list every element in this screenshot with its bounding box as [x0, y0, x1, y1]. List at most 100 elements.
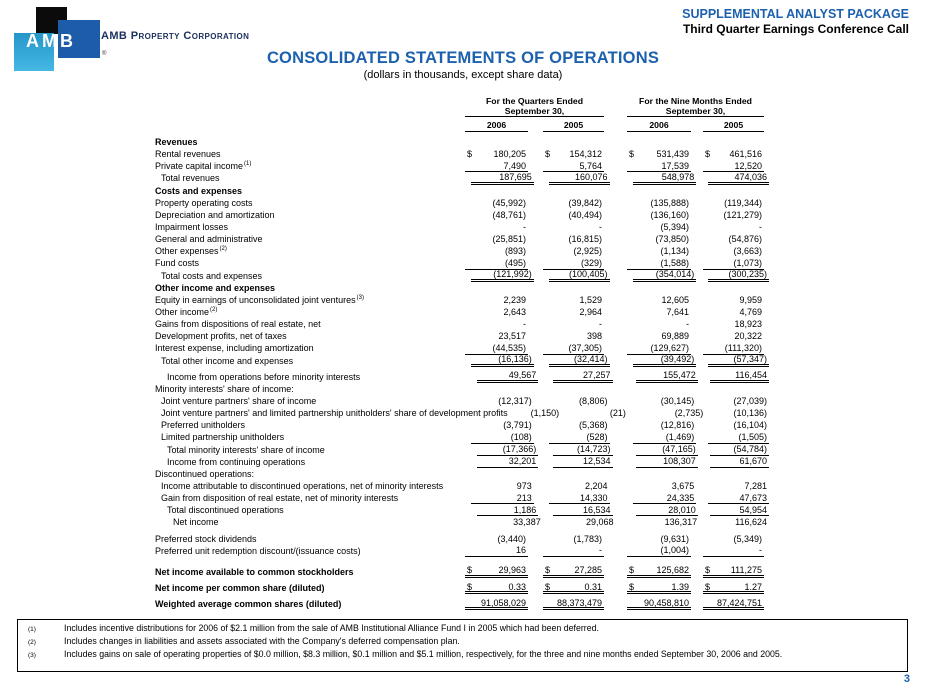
cell-number: (54,876)	[728, 234, 762, 245]
year-column-header: 2006	[465, 120, 528, 132]
dollar-sign: $	[545, 565, 551, 576]
cell-value: (5,349)	[703, 533, 764, 545]
table-row: Preferred unit redemption discount/(issu…	[155, 545, 769, 557]
cell-value: 2,643	[465, 306, 528, 318]
table-row: Net income per common share (diluted) $0.…	[155, 581, 769, 595]
cell-number: (16,136)	[498, 354, 532, 365]
cell-value: (1,073)	[703, 257, 764, 270]
cell-value: (1,588)	[627, 257, 691, 270]
cell-value: (119,344)	[703, 197, 764, 209]
cell-value: 136,317	[639, 516, 700, 528]
dollar-sign: $	[705, 565, 711, 576]
cell-number: (2,735)	[674, 408, 704, 419]
cell-value: $111,275	[703, 565, 764, 578]
table-row: Joint venture partners' share of income (…	[155, 395, 769, 407]
cell-value: $29,963	[465, 565, 528, 578]
page-subtitle: (dollars in thousands, except share data…	[363, 69, 563, 81]
cell-number: 155,472	[663, 370, 696, 381]
row-label: Income from operations before minority i…	[167, 371, 361, 382]
cell-number: (37,305)	[568, 342, 602, 353]
footnote-mark: (2)	[28, 638, 36, 646]
row-label: Development profits, net of taxes	[155, 331, 287, 342]
table-row: Revenues	[155, 136, 769, 148]
table-row: Private capital income(1) 7,490 5,764 17,53…	[155, 160, 769, 173]
cell-number: 0.31	[584, 581, 602, 592]
cell-number: (121,279)	[723, 209, 762, 220]
cell-number: 33,387	[513, 517, 541, 528]
row-label: Discontinued operations:	[155, 468, 255, 479]
cell-number: 88,373,479	[556, 597, 602, 608]
cell-number: 7,281	[744, 481, 767, 491]
cell-number: (17,366)	[502, 444, 537, 455]
cell-number: (54,784)	[733, 444, 767, 455]
dollar-sign: $	[467, 581, 473, 592]
page-number: 3	[903, 673, 910, 685]
table-row: Total costs and expenses (121,992) (100,40…	[155, 269, 769, 282]
cell-number: (111,320)	[724, 342, 762, 353]
cell-value: -	[465, 318, 528, 330]
cell-number: (45,992)	[492, 197, 526, 208]
cell-number: (121,992)	[493, 269, 532, 280]
cell-number: 87,424,751	[716, 597, 762, 608]
cell-value	[627, 282, 691, 294]
row-label: Depreciation and amortization	[155, 209, 275, 220]
cell-number: (3,663)	[733, 246, 762, 257]
cell-number: 29,068	[585, 517, 614, 528]
cell-value: (136,160)	[627, 209, 691, 221]
cell-number: 160,076	[574, 172, 608, 182]
cell-value: (2,925)	[543, 245, 604, 257]
cell-number: (119,344)	[724, 197, 762, 208]
cell-value: (10,136)	[717, 407, 769, 419]
table-row: Income from operations before minority i…	[155, 370, 769, 383]
cell-number: 91,058,029	[480, 597, 526, 608]
cell-value: 87,424,751	[703, 597, 764, 611]
cell-value	[703, 185, 764, 197]
dollar-sign: $	[545, 581, 551, 592]
row-label: Income from continuing operations	[167, 456, 306, 467]
cell-number: (57,347)	[733, 354, 767, 365]
cell-number: 7,641	[666, 307, 689, 318]
cell-value: 16	[465, 545, 528, 557]
registered-trademark-icon: ®	[102, 51, 107, 57]
cell-value	[703, 468, 764, 480]
table-row: Preferred stock dividends (3,440) (1,783) (…	[155, 533, 769, 545]
row-label: Equity in earnings of unconsolidated joi…	[155, 294, 364, 305]
row-label: Gain from disposition of real estate, ne…	[161, 493, 399, 504]
table-body: Revenues Rental revenues $180,205 $154,312 $…	[155, 136, 769, 611]
cell-value: 7,490	[465, 160, 528, 173]
cell-number: 17,539	[661, 160, 689, 171]
cell-value: 29,068	[558, 516, 616, 528]
nine-months-group-subtitle: September 30,	[627, 106, 764, 117]
cell-value: 33,387	[483, 516, 543, 528]
cell-value: 23,517	[465, 330, 528, 342]
cell-number: 0.33	[508, 581, 526, 592]
cell-number: 213	[516, 492, 532, 503]
cell-value: (39,492)	[632, 354, 697, 367]
cell-number: 973	[516, 481, 532, 491]
cell-value: 213	[471, 492, 534, 505]
cell-value: (121,279)	[703, 209, 764, 221]
cell-value: (48,761)	[465, 209, 528, 221]
cell-number: -	[686, 319, 689, 330]
cell-value: (12,317)	[471, 395, 534, 407]
cell-number: (1,150)	[530, 408, 560, 419]
cell-value	[543, 136, 604, 148]
cell-number: 16,534	[582, 504, 611, 515]
cell-number: (5,349)	[733, 533, 762, 544]
cell-number: 2,643	[503, 307, 526, 318]
cell-number: 154,312	[569, 149, 602, 160]
row-label: Limited partnership unitholders	[161, 432, 285, 443]
cell-number: (21)	[609, 408, 626, 419]
cell-number: 461,516	[729, 149, 762, 160]
cell-number: 531,439	[656, 149, 689, 160]
cell-value: (528)	[548, 431, 610, 444]
quarters-group-subtitle: September 30,	[465, 106, 604, 117]
cell-value: (39,842)	[543, 197, 604, 209]
cell-value	[465, 383, 528, 395]
table-header: For the Quarters Ended For the Nine Mont…	[155, 94, 769, 132]
cell-number: (5,368)	[578, 420, 608, 431]
cell-number: (12,317)	[498, 396, 532, 407]
cell-value	[465, 468, 528, 480]
cell-value: (1,505)	[708, 431, 769, 444]
